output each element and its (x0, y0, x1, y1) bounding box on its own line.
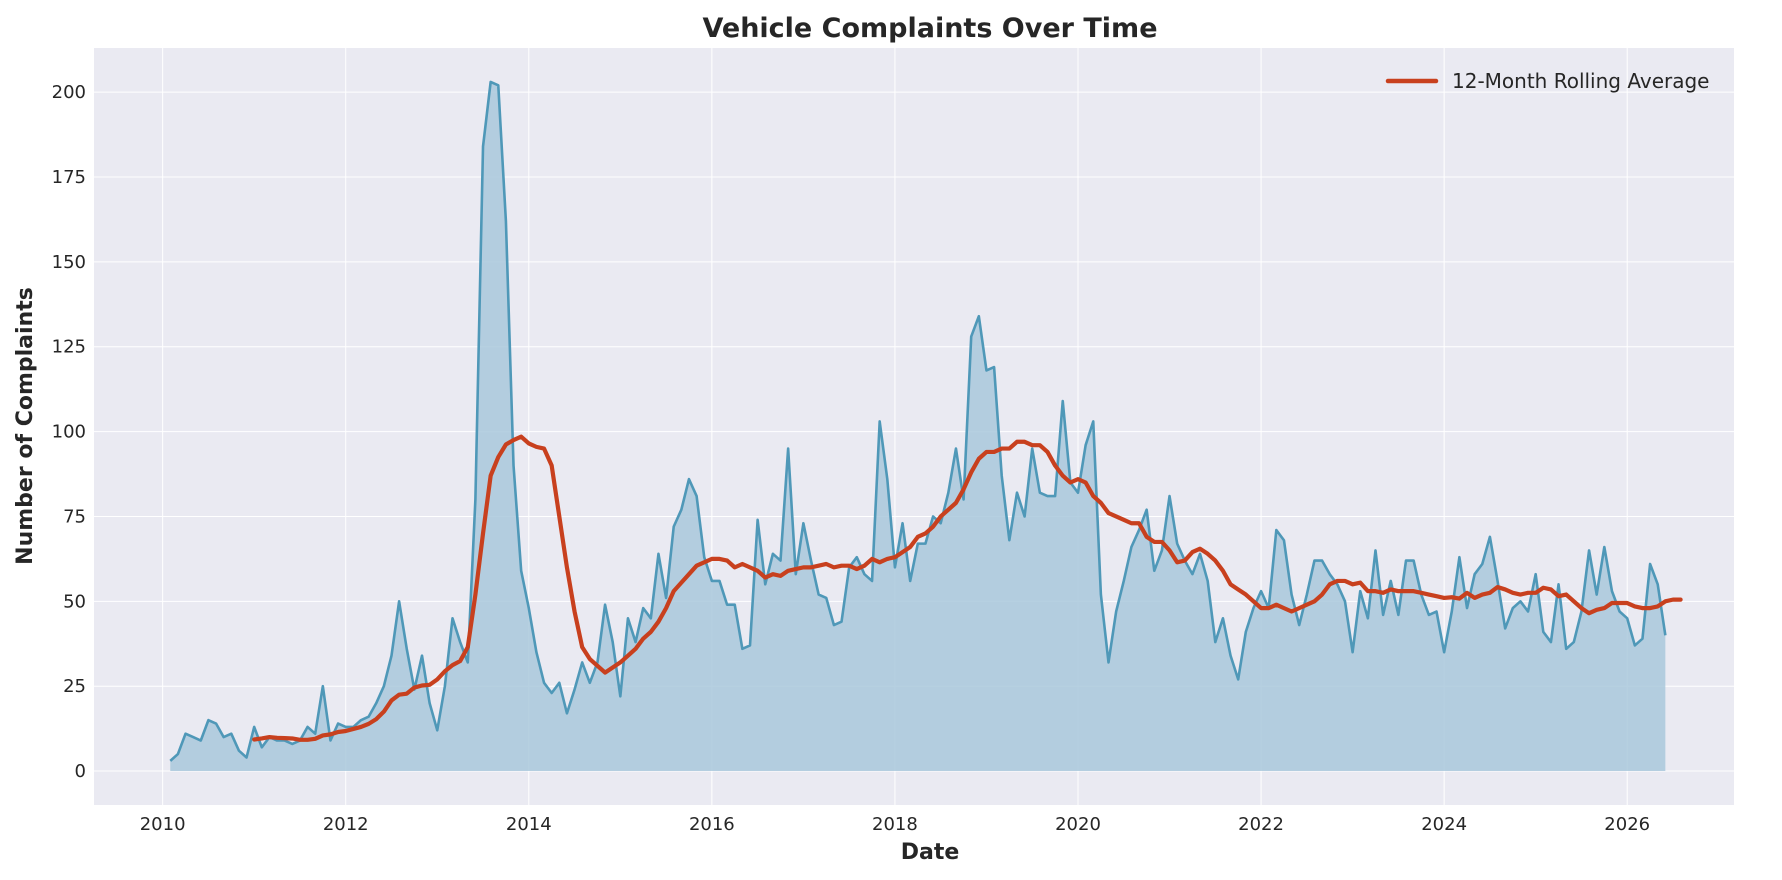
x-tick-label: 2012 (323, 814, 369, 835)
y-axis-label: Number of Complaints (13, 287, 38, 565)
x-tick-label: 2016 (689, 814, 735, 835)
x-tick-label: 2024 (1421, 814, 1467, 835)
x-tick-label: 2014 (506, 814, 552, 835)
x-tick-label: 2018 (872, 814, 918, 835)
y-tick-label: 125 (52, 337, 86, 358)
monthly-area-layer (169, 80, 1667, 772)
y-tick-label: 75 (63, 506, 86, 527)
x-tick-labels: 2010 2012 2014 2016 2018 2020 2022 2024 2026 (140, 814, 1650, 835)
y-tick-label: 200 (52, 82, 86, 103)
y-tick-label: 0 (75, 761, 86, 782)
x-tick-label: 2022 (1238, 814, 1284, 835)
rolling-average-layer (252, 434, 1683, 742)
legend: 12-Month Rolling Average (1385, 69, 1709, 93)
y-tick-label: 100 (52, 422, 86, 443)
y-tick-labels: 0 25 50 75 100 125 150 175 200 (52, 82, 86, 782)
chart-title: Vehicle Complaints Over Time (702, 13, 1157, 44)
x-axis-label: Date (901, 840, 960, 865)
x-tick-label: 2026 (1604, 814, 1650, 835)
monthly-complaints-line (169, 80, 1667, 762)
legend-label-rolling-average: 12-Month Rolling Average (1452, 69, 1709, 93)
y-tick-label: 50 (63, 591, 86, 612)
x-tick-label: 2020 (1055, 814, 1101, 835)
y-tick-label: 25 (63, 676, 86, 697)
x-tick-label: 2010 (140, 814, 186, 835)
y-tick-label: 175 (52, 167, 86, 188)
y-tick-label: 150 (52, 252, 86, 273)
rolling-average-line (252, 434, 1683, 742)
